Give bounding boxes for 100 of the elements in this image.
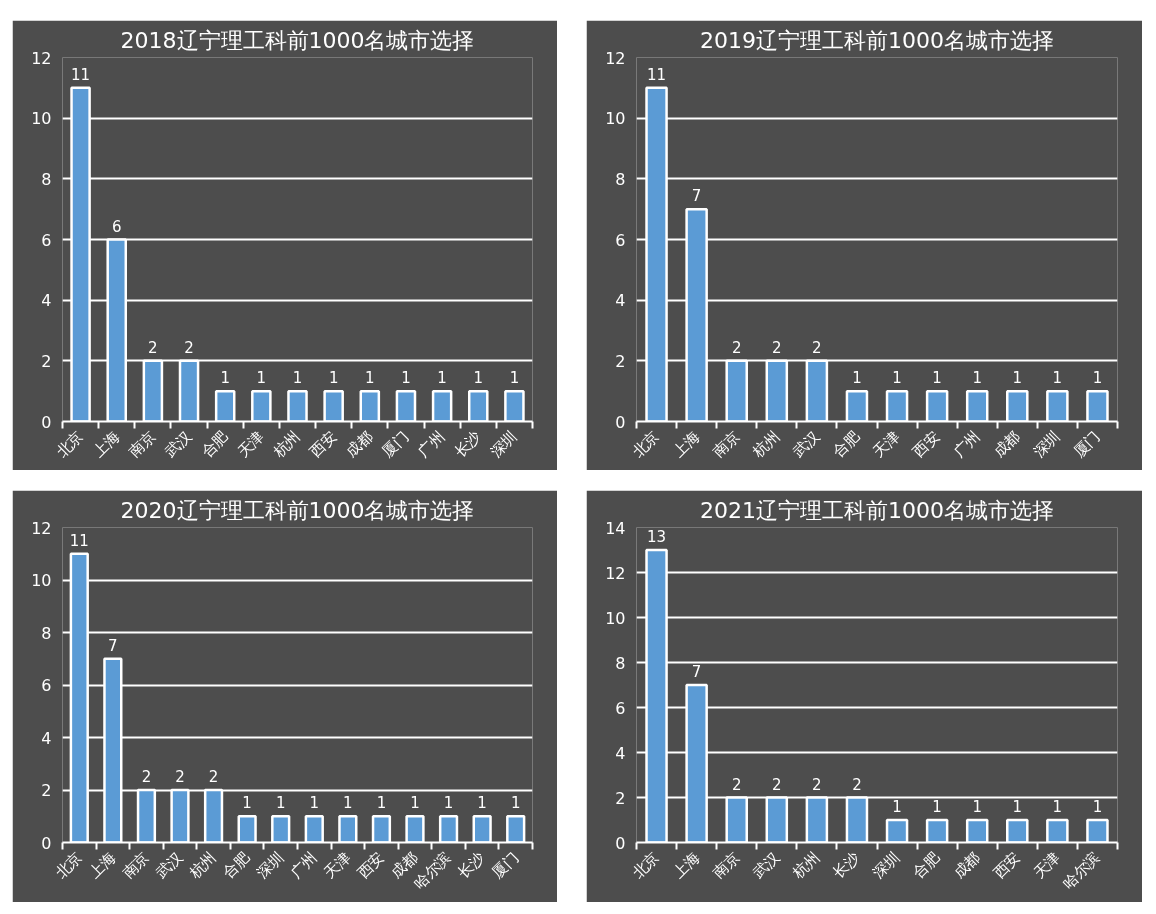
x-tick-label: 北京	[51, 848, 86, 883]
x-tick-label: 厦门	[488, 848, 523, 883]
data-label: 2	[184, 338, 194, 357]
data-label: 11	[69, 531, 89, 550]
data-label: 6	[111, 217, 122, 236]
y-tick-label: 2	[615, 788, 626, 808]
x-tick-label: 天津	[320, 848, 355, 883]
data-label: 1	[256, 369, 267, 388]
x-tick-label: 深圳	[253, 848, 288, 883]
data-label: 2	[772, 338, 782, 357]
x-tick-label: 西安	[989, 848, 1024, 883]
data-label: 7	[108, 636, 118, 655]
x-tick-label: 杭州	[269, 427, 304, 462]
x-tick-label: 长沙	[829, 848, 864, 883]
x-tick-label: 西安	[909, 427, 944, 462]
y-tick-label: 4	[615, 291, 626, 311]
y-tick-label: 2	[615, 351, 626, 371]
data-label: 1	[437, 369, 447, 388]
data-label: 1	[852, 369, 862, 388]
y-tick-label: 10	[605, 109, 626, 129]
data-label: 2	[208, 768, 219, 786]
y-tick-label: 12	[31, 518, 52, 538]
y-tick-label: 4	[615, 743, 626, 763]
data-label: 1	[972, 798, 982, 816]
data-label: 2	[812, 775, 822, 794]
data-label: 2	[812, 338, 822, 357]
data-label: 11	[647, 65, 667, 84]
x-tick-label: 天津	[869, 427, 904, 462]
y-tick-label: 14	[605, 518, 626, 538]
x-tick-label: 武汉	[789, 427, 824, 462]
data-label: 2	[772, 775, 782, 794]
x-tick-label: 深圳	[869, 848, 904, 883]
data-label: 1	[365, 369, 375, 388]
chart-title: 2018辽宁理工科前1000名城市选择	[120, 27, 475, 53]
data-label: 1	[343, 794, 353, 813]
data-label: 1	[892, 798, 902, 816]
y-tick-label: 0	[615, 412, 626, 432]
x-tick-label: 西安	[306, 427, 341, 462]
x-tick-label: 西安	[353, 848, 388, 883]
y-tick-label: 2	[41, 351, 52, 371]
x-tick-label: 合肥	[829, 427, 864, 462]
y-tick-label: 0	[615, 833, 626, 853]
x-tick-label: 长沙	[450, 427, 485, 462]
data-label: 1	[410, 794, 420, 813]
x-tick-label: 成都	[989, 427, 1024, 462]
x-tick-label: 北京	[628, 848, 663, 883]
x-tick-label: 天津	[233, 427, 268, 462]
x-tick-label: 南京	[125, 427, 160, 462]
data-label: 1	[328, 369, 339, 388]
chart-title: 2021辽宁理工科前1000名城市选择	[700, 497, 1054, 523]
x-tick-label: 深圳	[1029, 427, 1064, 462]
data-label: 1	[932, 798, 942, 816]
data-label: 2	[175, 768, 185, 786]
data-label: 1	[242, 794, 252, 813]
x-tick-label: 长沙	[454, 848, 489, 883]
x-tick-label: 厦门	[1069, 427, 1104, 462]
y-tick-label: 0	[41, 833, 52, 853]
data-label: 1	[473, 369, 484, 388]
x-tick-label: 合肥	[197, 427, 232, 462]
data-label: 1	[1012, 369, 1023, 388]
data-label: 1	[892, 369, 902, 388]
x-tick-label: 北京	[628, 427, 663, 462]
x-tick-label: 上海	[85, 848, 120, 883]
chart-title: 2019辽宁理工科前1000名城市选择	[700, 27, 1054, 53]
data-label: 1	[1092, 369, 1103, 388]
x-tick-label: 杭州	[185, 848, 220, 883]
y-tick-label: 6	[615, 230, 626, 250]
data-label: 1	[509, 369, 520, 388]
data-label: 2	[731, 775, 742, 794]
x-tick-label: 武汉	[161, 427, 196, 462]
data-label: 1	[477, 794, 487, 813]
data-label: 1	[1012, 798, 1023, 816]
y-tick-label: 4	[41, 728, 52, 748]
data-label: 2	[731, 338, 742, 357]
data-label: 7	[691, 663, 702, 681]
x-tick-label: 南京	[118, 848, 153, 883]
data-label: 1	[932, 369, 942, 388]
x-tick-label: 厦门	[378, 427, 413, 462]
data-label: 13	[647, 528, 667, 546]
data-label: 2	[141, 768, 152, 786]
data-label: 1	[401, 369, 411, 388]
x-tick-label: 上海	[89, 427, 124, 462]
y-tick-label: 10	[31, 109, 52, 129]
x-tick-label: 武汉	[152, 848, 187, 883]
x-tick-label: 杭州	[748, 427, 784, 462]
data-label: 1	[510, 794, 521, 813]
y-tick-label: 8	[615, 653, 626, 673]
y-tick-label: 4	[41, 291, 52, 311]
y-tick-label: 6	[615, 698, 626, 718]
chart-title: 2020辽宁理工科前1000名城市选择	[120, 497, 475, 523]
y-tick-label: 12	[31, 48, 52, 68]
x-tick-label: 杭州	[788, 848, 824, 883]
y-tick-label: 8	[41, 169, 52, 189]
data-label: 1	[292, 369, 303, 388]
x-tick-label: 南京	[709, 848, 744, 883]
y-tick-label: 6	[41, 676, 52, 695]
x-tick-label: 上海	[669, 848, 703, 883]
data-label: 1	[1052, 369, 1063, 388]
x-tick-label: 武汉	[749, 848, 784, 883]
x-tick-label: 广州	[949, 427, 984, 462]
